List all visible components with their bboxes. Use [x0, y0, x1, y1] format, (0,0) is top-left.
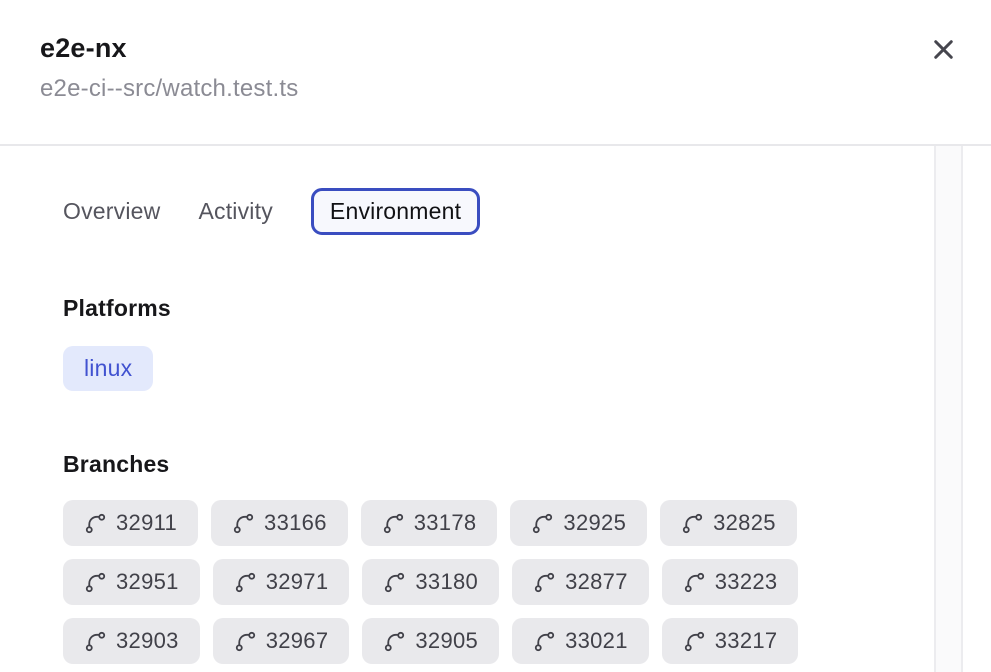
branch-badge-label: 32967 — [265, 628, 329, 653]
git-branch-icon — [683, 571, 706, 594]
branch-badge[interactable]: 32967 — [212, 618, 350, 664]
git-branch-icon — [84, 630, 107, 653]
branch-badge[interactable]: 32911 — [63, 500, 199, 546]
platform-list: linux — [63, 346, 911, 391]
branch-badge[interactable]: 33178 — [360, 500, 498, 546]
branch-badge-label: 33166 — [264, 510, 327, 535]
branch-list: 32911 33166 — [63, 500, 823, 664]
dialog-header: e2e-nx e2e-ci--src/watch.test.ts — [0, 0, 991, 146]
branches-heading: Branches — [63, 451, 170, 477]
branch-badge-label: 33180 — [415, 569, 479, 594]
git-branch-icon — [681, 512, 704, 535]
tab-environment[interactable]: Environment — [310, 188, 481, 235]
branch-badge[interactable]: 32903 — [63, 618, 200, 664]
branch-badge-label: 32971 — [265, 569, 329, 594]
git-branch-icon — [383, 630, 406, 653]
git-branch-icon — [531, 512, 554, 535]
git-branch-icon — [84, 512, 107, 535]
branch-badge[interactable]: 32925 — [510, 500, 648, 546]
git-branch-icon — [533, 571, 556, 594]
branch-badge-label: 32951 — [116, 569, 179, 594]
branch-badge-label: 32877 — [565, 569, 628, 594]
branch-badge-label: 33178 — [413, 510, 477, 535]
branch-badge-label: 33021 — [565, 628, 628, 653]
git-branch-icon — [683, 630, 706, 653]
branch-badge[interactable]: 33223 — [661, 559, 799, 605]
branch-badge[interactable]: 32825 — [660, 500, 797, 546]
git-branch-icon — [232, 512, 255, 535]
git-branch-icon — [84, 571, 107, 594]
git-branch-icon — [234, 571, 257, 594]
platforms-heading: Platforms — [63, 295, 171, 321]
platform-badge[interactable]: linux — [63, 346, 154, 391]
branch-badge[interactable]: 33021 — [512, 618, 649, 664]
branch-badge-label: 33217 — [714, 628, 778, 653]
git-branch-icon — [533, 630, 556, 653]
branch-badge[interactable]: 33166 — [211, 500, 348, 546]
tab-activity[interactable]: Activity — [198, 198, 273, 224]
branch-badge-label: 32925 — [563, 510, 627, 535]
git-branch-icon — [234, 630, 257, 653]
branch-badge[interactable]: 32905 — [362, 618, 500, 664]
branch-badge[interactable]: 32971 — [212, 559, 350, 605]
branch-badge[interactable]: 33217 — [661, 618, 799, 664]
branch-badge-label: 32905 — [415, 628, 479, 653]
branch-badge-label: 32911 — [116, 510, 178, 535]
git-branch-icon — [383, 571, 406, 594]
branch-badge[interactable]: 32951 — [63, 559, 200, 605]
tab-bar: Overview Activity Environment — [63, 188, 911, 235]
branch-badge[interactable]: 32877 — [512, 559, 649, 605]
branch-badge[interactable]: 33180 — [362, 559, 500, 605]
platform-badge-label: linux — [84, 355, 133, 381]
branch-badge-label: 33223 — [714, 569, 778, 594]
branch-badge-label: 32825 — [713, 510, 776, 535]
branch-badge-label: 32903 — [116, 628, 179, 653]
git-branch-icon — [382, 512, 405, 535]
tab-overview[interactable]: Overview — [63, 198, 161, 224]
dialog-subtitle: e2e-ci--src/watch.test.ts — [40, 75, 299, 102]
close-button[interactable] — [927, 33, 959, 65]
dialog-content: Overview Activity Environment Platforms … — [0, 146, 991, 664]
close-icon — [930, 36, 957, 63]
dialog-title: e2e-nx — [40, 33, 127, 63]
scrollbar-track[interactable] — [934, 146, 963, 672]
